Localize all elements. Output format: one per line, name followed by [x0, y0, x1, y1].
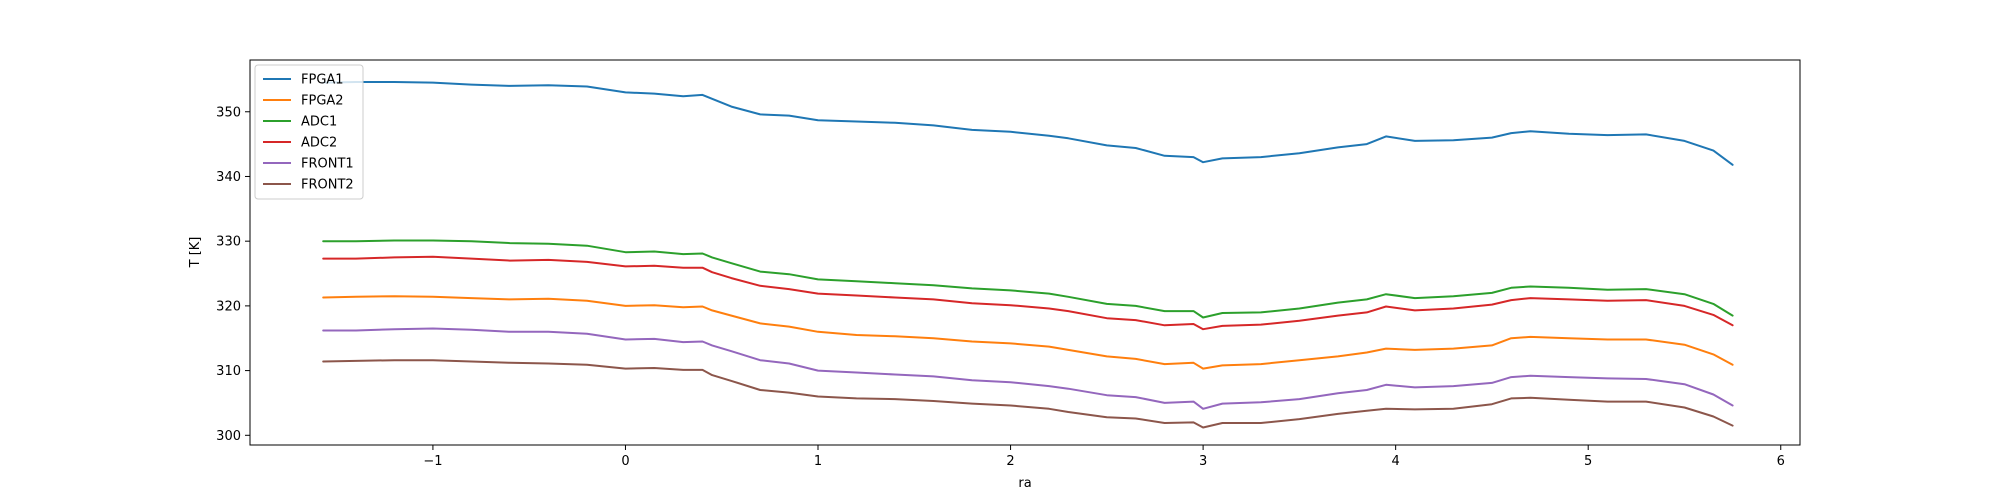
x-tick-label: 4 — [1392, 454, 1400, 469]
legend-label-fpga2: FPGA2 — [301, 94, 344, 109]
legend-label-fpga1: FPGA1 — [301, 73, 344, 88]
x-axis-ticks: −1 0 1 2 3 4 5 6 — [423, 445, 1785, 469]
axes-frame — [249, 59, 1801, 446]
plot-area — [322, 81, 1734, 429]
x-tick-label: 6 — [1777, 454, 1785, 469]
y-tick-label: 320 — [216, 299, 241, 314]
series-line-fpga2 — [322, 295, 1734, 370]
series-line-adc1 — [322, 239, 1734, 319]
legend-label-front1: FRONT1 — [301, 157, 354, 172]
legend-label-adc2: ADC2 — [301, 136, 337, 151]
y-axis-label: T [K] — [188, 237, 203, 269]
legend: FPGA1 FPGA2 ADC1 ADC2 FRONT1 FRONT2 — [254, 64, 364, 200]
x-tick-label: 1 — [814, 454, 822, 469]
y-tick-label: 340 — [216, 170, 241, 185]
series-line-fpga1 — [322, 81, 1734, 166]
x-tick-label: 5 — [1584, 454, 1592, 469]
x-tick-label: 3 — [1199, 454, 1207, 469]
x-tick-label: 2 — [1006, 454, 1014, 469]
series-line-adc2 — [322, 255, 1734, 331]
legend-label-adc1: ADC1 — [301, 115, 337, 130]
x-tick-label: −1 — [423, 454, 442, 469]
legend-label-front2: FRONT2 — [301, 178, 354, 193]
y-tick-label: 350 — [216, 105, 241, 120]
legend-frame — [254, 64, 364, 200]
series-line-front1 — [322, 327, 1734, 410]
y-tick-label: 300 — [216, 429, 241, 444]
y-axis-ticks: 300 310 320 330 340 350 — [216, 105, 250, 444]
y-tick-label: 310 — [216, 364, 241, 379]
y-tick-label: 330 — [216, 235, 241, 250]
x-tick-label: 0 — [621, 454, 629, 469]
x-axis-label: ra — [1018, 476, 1031, 491]
series-line-front2 — [322, 359, 1734, 429]
